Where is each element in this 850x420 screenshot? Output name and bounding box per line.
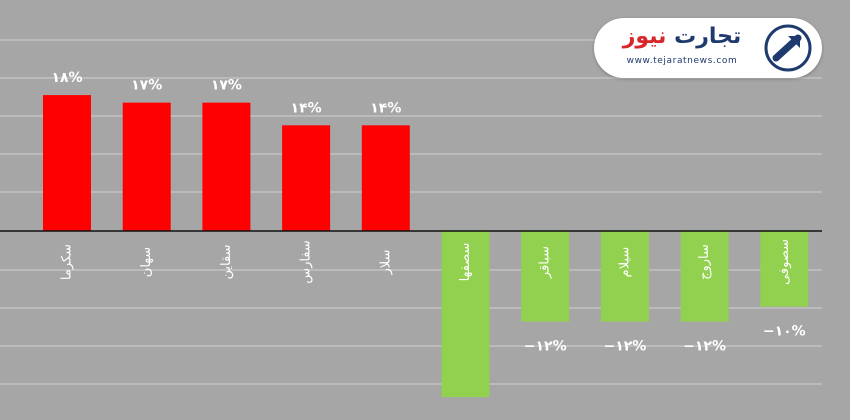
category-label-6: سباقر bbox=[538, 246, 553, 279]
value-label-6: −۱۲% bbox=[524, 339, 567, 355]
value-label-3: ۱۴% bbox=[291, 100, 322, 116]
bar-2 bbox=[202, 102, 251, 232]
category-label-5: سصفها bbox=[458, 243, 473, 282]
category-label-7: سیلام bbox=[617, 247, 632, 278]
bar-4 bbox=[361, 125, 410, 231]
bar-0 bbox=[43, 95, 91, 231]
brand-url: www.tejaratnews.com bbox=[626, 56, 738, 66]
brand-name: تجارت نیوز bbox=[606, 22, 758, 52]
brand-name-part2: نیوز bbox=[622, 24, 667, 49]
value-label-8: −۱۲% bbox=[683, 339, 726, 355]
category-label-9: سصوفی bbox=[777, 239, 792, 285]
value-label-7: −۱۲% bbox=[603, 339, 646, 355]
category-label-4: سلار bbox=[378, 250, 393, 276]
bar-5 bbox=[441, 231, 490, 398]
category-label-2: سقاین bbox=[219, 245, 234, 280]
bar-6 bbox=[521, 231, 570, 322]
brand-logo: تجارت نیوز www.tejaratnews.com bbox=[594, 18, 822, 78]
bar-1 bbox=[122, 102, 171, 232]
bar-7 bbox=[600, 231, 649, 322]
category-label-0: سکرما bbox=[60, 244, 75, 280]
brand-name-part1: تجارت bbox=[674, 24, 742, 49]
bar-9 bbox=[760, 231, 809, 307]
value-label-4: ۱۴% bbox=[370, 100, 401, 116]
category-label-8: ساروج bbox=[697, 244, 712, 280]
trend-arrow-icon bbox=[764, 24, 812, 72]
value-label-1: ۱۷% bbox=[131, 78, 162, 94]
bar-8 bbox=[680, 231, 729, 322]
value-label-0: ۱۸% bbox=[51, 70, 82, 86]
value-label-2: ۱۷% bbox=[211, 78, 242, 94]
category-label-1: سهان bbox=[139, 247, 154, 277]
bar-3 bbox=[282, 125, 331, 231]
category-label-3: سفارس bbox=[299, 240, 314, 284]
value-label-9: −۱۰% bbox=[763, 324, 806, 340]
